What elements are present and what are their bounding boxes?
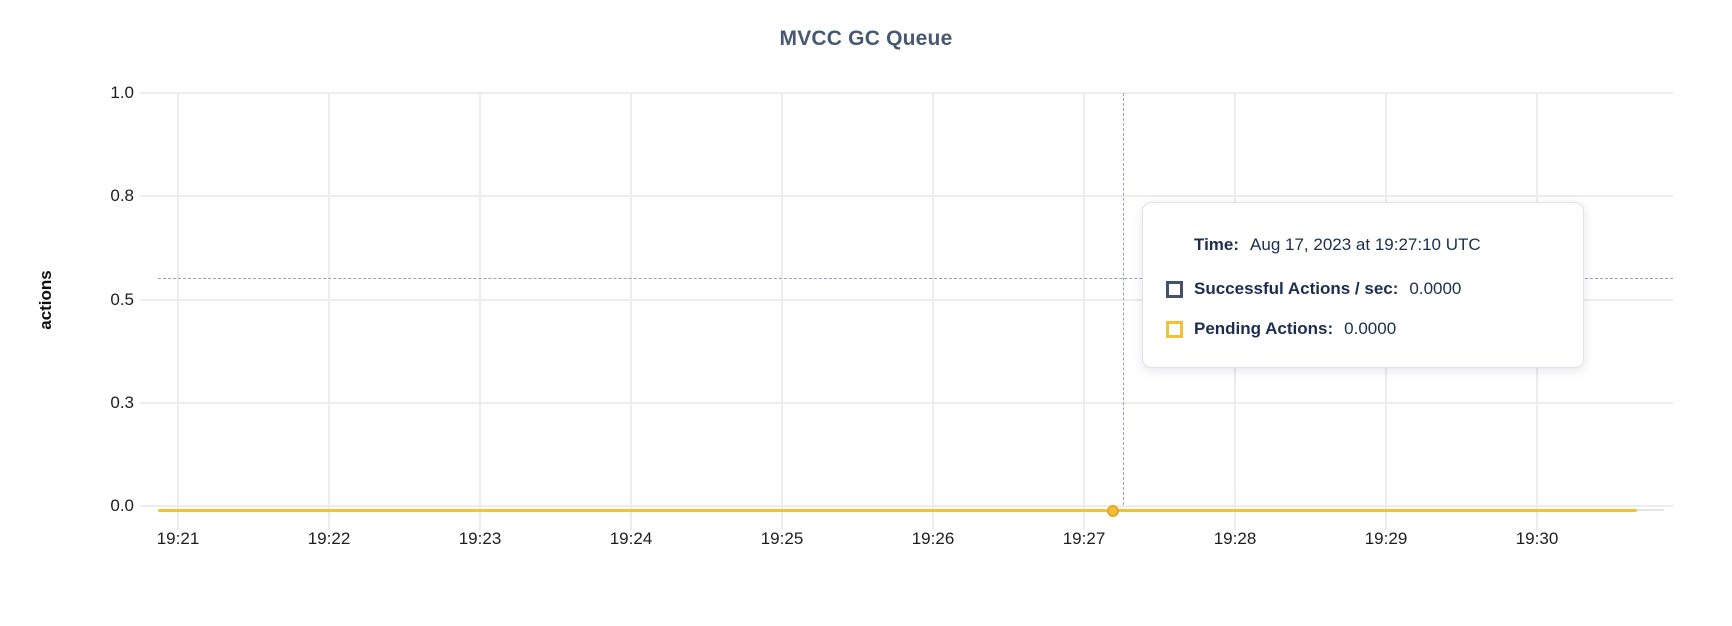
axis-extension-line: [1637, 509, 1664, 511]
chart-tooltip: Time: Aug 17, 2023 at 19:27:10 UTC Succe…: [1142, 202, 1584, 368]
y-gridline: [140, 92, 1673, 94]
y-tick-label: 0.5: [110, 289, 134, 309]
successful-actions-swatch-icon: [1166, 280, 1183, 298]
x-tick-label: 19:29: [1364, 529, 1408, 548]
tooltip-series-label: Pending Actions:: [1194, 319, 1334, 338]
x-tick-label: 19:27: [1062, 529, 1106, 548]
tooltip-time-value: Aug 17, 2023 at 19:27:10 UTC: [1250, 235, 1481, 254]
x-gridline: [932, 93, 934, 530]
x-tick-label: 19:30: [1515, 529, 1559, 548]
x-tick-label: 19:26: [911, 529, 955, 548]
x-tick-label: 19:21: [156, 529, 200, 548]
tooltip-time-label: Time:: [1194, 235, 1240, 254]
pending-actions-swatch-icon: [1166, 320, 1183, 338]
tooltip-series-row: Pending Actions: 0.0000: [1166, 317, 1396, 341]
tooltip-series-label: Successful Actions / sec:: [1194, 279, 1399, 298]
x-gridline: [177, 93, 179, 530]
tooltip-series-value: 0.0000: [1344, 319, 1397, 338]
y-tick-label: 0.3: [110, 392, 134, 412]
y-gridline: [140, 505, 1673, 507]
crosshair-horizontal-line: [158, 278, 1673, 279]
y-tick-label: 1.0: [110, 83, 134, 102]
chart-title: MVCC GC Queue: [779, 27, 953, 50]
y-tick-label: 0.8: [110, 186, 134, 206]
crosshair-vertical-line: [1123, 93, 1124, 505]
y-gridline: [140, 401, 1673, 404]
tooltip-series-value: 0.0000: [1409, 279, 1462, 298]
y-gridline: [140, 195, 1673, 198]
x-tick-label: 19:25: [760, 529, 804, 548]
y-axis-label: actions: [36, 270, 55, 330]
y-tick-label: 0.0: [110, 496, 134, 515]
pending-actions-series-line: [158, 509, 1637, 512]
y-gridline: [140, 298, 1673, 301]
x-gridline: [328, 93, 330, 530]
x-tick-label: 19:28: [1213, 529, 1257, 548]
x-gridline: [781, 93, 783, 530]
x-tick-label: 19:22: [307, 529, 351, 548]
tooltip-time-row: Time: Aug 17, 2023 at 19:27:10 UTC: [1194, 233, 1481, 257]
x-tick-label: 19:23: [458, 529, 502, 548]
x-gridline: [479, 93, 481, 530]
hover-point-marker: [1107, 505, 1119, 517]
x-tick-label: 19:24: [609, 529, 653, 548]
x-gridline: [1083, 93, 1085, 530]
tooltip-series-row: Successful Actions / sec: 0.0000: [1166, 277, 1461, 301]
x-gridline: [630, 93, 632, 530]
